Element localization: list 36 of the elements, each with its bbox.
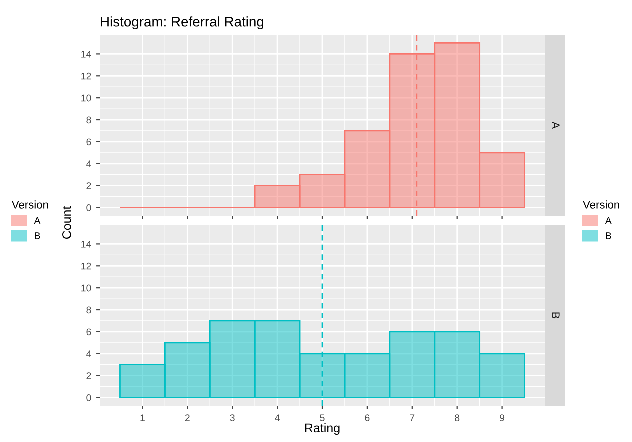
y-tick-label: 12 xyxy=(82,72,92,80)
y-tick-label: 8 xyxy=(86,116,92,124)
x-tick-label: 5 xyxy=(320,414,325,422)
y-tick-label: 0 xyxy=(86,204,92,212)
y-tick-label: 12 xyxy=(82,262,92,270)
x-tick-label: 9 xyxy=(500,414,505,422)
text: A xyxy=(605,217,612,224)
y-tick-label: 2 xyxy=(86,182,92,190)
legend-title: Version xyxy=(583,200,620,209)
x-tick-label: 7 xyxy=(410,414,415,422)
x-tick-label: 3 xyxy=(230,414,235,422)
y-tick-label: 8 xyxy=(86,306,92,314)
x-tick-label: 4 xyxy=(275,414,280,422)
x-tick-label: 2 xyxy=(185,414,190,422)
y-tick-label: 14 xyxy=(82,51,92,58)
y-tick-label: 6 xyxy=(86,138,92,146)
text: B xyxy=(552,312,560,319)
y-tick-label: 10 xyxy=(82,94,92,102)
y-axis-title: Count xyxy=(62,206,72,240)
y-tick-label: 0 xyxy=(86,394,92,402)
x-tick-label: 1 xyxy=(140,414,145,422)
legend-label: B xyxy=(35,232,40,240)
chart-title: Histogram: Referral Rating xyxy=(101,16,264,30)
text: A xyxy=(552,122,560,130)
y-tick-label: 14 xyxy=(82,241,92,248)
x-tick-label: 8 xyxy=(455,414,460,422)
y-tick-label: 4 xyxy=(86,350,92,358)
x-axis-title: Rating xyxy=(305,423,340,436)
y-tick-label: 2 xyxy=(86,372,92,380)
y-tick-label: 4 xyxy=(86,160,92,168)
y-tick-label: 10 xyxy=(82,284,92,292)
text: B xyxy=(606,232,612,240)
y-tick-label: 6 xyxy=(86,328,92,336)
text: Version xyxy=(12,200,48,209)
legend-label: A xyxy=(34,217,41,224)
x-tick-label: 6 xyxy=(365,414,370,422)
